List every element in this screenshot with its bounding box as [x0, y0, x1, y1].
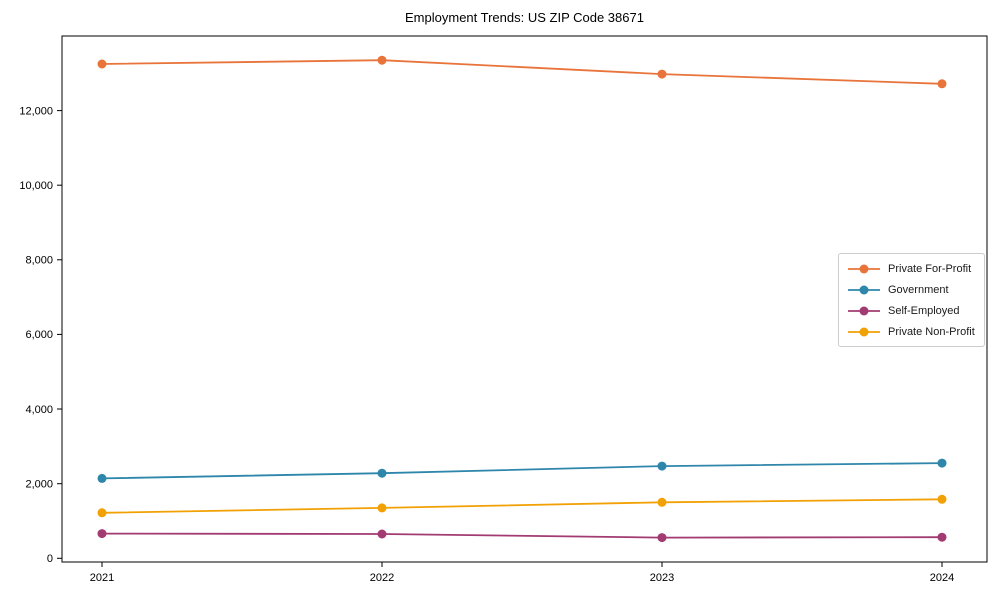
y-tick-label: 2,000: [25, 479, 53, 491]
series-line: [101, 59, 943, 85]
data-point: [657, 497, 667, 507]
legend-marker-icon: [848, 264, 880, 273]
data-point: [937, 79, 947, 89]
legend-item: Self-Employed: [847, 300, 976, 321]
legend-marker-icon: [848, 306, 880, 315]
plot-frame: [61, 35, 988, 563]
series-line: [101, 462, 943, 480]
data-point: [97, 508, 107, 518]
data-point: [657, 69, 667, 79]
x-tick-label: 2024: [930, 572, 954, 584]
series-line: [101, 498, 943, 514]
y-tick-label: 10,000: [19, 180, 53, 192]
data-point: [377, 503, 387, 513]
legend-label: Government: [888, 283, 949, 296]
legend-label: Self-Employed: [888, 304, 960, 317]
legend-marker-icon: [848, 285, 880, 294]
legend-item: Government: [847, 279, 976, 300]
legend-marker-icon: [848, 327, 880, 336]
data-point: [377, 55, 387, 65]
series-line: [101, 532, 943, 539]
data-point: [657, 461, 667, 471]
data-point: [657, 533, 667, 543]
data-point: [937, 532, 947, 542]
y-tick-label: 4,000: [25, 404, 53, 416]
data-point: [377, 468, 387, 478]
legend-label: Private For-Profit: [888, 262, 972, 275]
data-point: [97, 59, 107, 69]
data-point: [377, 529, 387, 539]
y-tick-label: 6,000: [25, 329, 53, 341]
legend-label: Private Non-Profit: [888, 325, 975, 338]
legend-item: Private Non-Profit: [847, 321, 976, 342]
data-point: [937, 494, 947, 504]
legend-item: Private For-Profit: [847, 258, 976, 279]
x-tick-label: 2023: [650, 572, 674, 584]
data-point: [97, 473, 107, 483]
chart-title: Employment Trends: US ZIP Code 38671: [405, 10, 644, 25]
data-point: [97, 529, 107, 539]
y-tick-label: 0: [47, 553, 53, 565]
data-point: [937, 458, 947, 468]
y-tick-label: 12,000: [19, 105, 53, 117]
x-tick-label: 2021: [90, 572, 114, 584]
legend: Private For-Profit Government Self-Employe…: [838, 253, 985, 347]
x-tick-label: 2022: [370, 572, 394, 584]
y-tick-label: 8,000: [25, 255, 53, 267]
